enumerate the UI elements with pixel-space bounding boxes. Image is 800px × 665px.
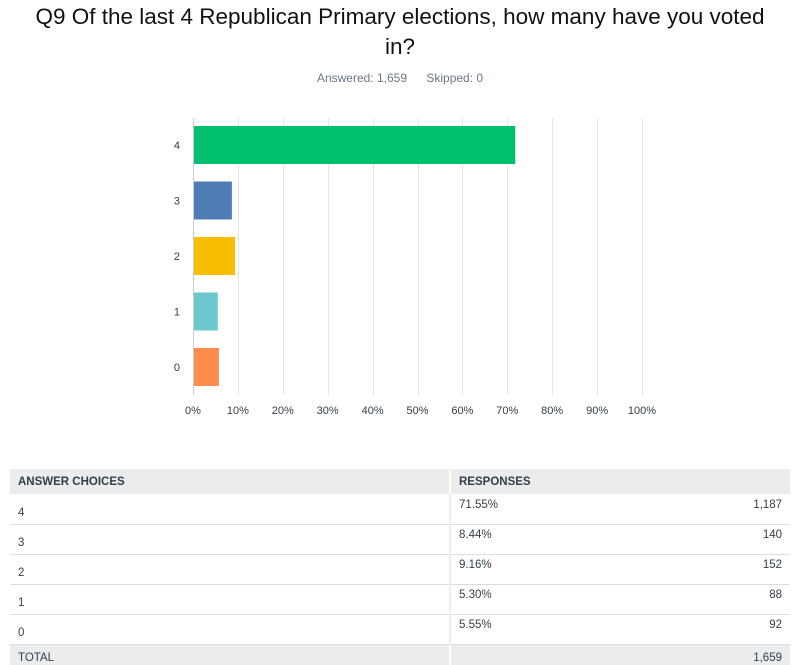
total-label: TOTAL bbox=[10, 644, 450, 665]
summary-table: ANSWER CHOICES RESPONSES 4 71.55% 1,187 … bbox=[10, 469, 790, 665]
category-tick-label: 4 bbox=[174, 140, 180, 152]
answer-choice: 0 bbox=[10, 614, 450, 645]
x-tick-label: 70% bbox=[496, 405, 518, 417]
table-total-row: TOTAL 1,659 bbox=[10, 644, 790, 665]
response-count: 88 bbox=[620, 584, 790, 615]
answered-count: Answered: 1,659 bbox=[316, 71, 407, 85]
x-tick-label: 20% bbox=[272, 405, 294, 417]
table-row: 4 71.55% 1,187 bbox=[10, 494, 790, 525]
table-row: 0 5.55% 92 bbox=[10, 614, 790, 645]
response-percent: 8.44% bbox=[449, 524, 620, 555]
header-answer-choices: ANSWER CHOICES bbox=[10, 469, 451, 494]
answer-choice: 4 bbox=[10, 494, 450, 525]
bar-3 bbox=[194, 181, 232, 220]
x-tick-label: 80% bbox=[541, 405, 563, 417]
response-percent: 71.55% bbox=[449, 494, 620, 525]
bar-4 bbox=[194, 126, 516, 164]
category-tick-label: 1 bbox=[174, 307, 180, 319]
response-percent: 5.30% bbox=[449, 584, 620, 615]
response-percent: 5.55% bbox=[449, 614, 620, 645]
category-tick-label: 0 bbox=[174, 362, 180, 374]
total-count: 1,659 bbox=[620, 644, 790, 665]
x-tick-label: 0% bbox=[185, 405, 201, 417]
table-row: 3 8.44% 140 bbox=[10, 524, 790, 555]
question-title: Q9 Of the last 4 Republican Primary elec… bbox=[35, 4, 765, 59]
table-row: 2 9.16% 152 bbox=[10, 554, 790, 585]
x-tick-label: 10% bbox=[227, 405, 249, 417]
response-percent: 9.16% bbox=[449, 554, 620, 585]
category-tick-label: 2 bbox=[174, 251, 180, 263]
answer-choice: 1 bbox=[10, 584, 450, 615]
x-tick-label: 90% bbox=[586, 405, 608, 417]
response-count: 1,187 bbox=[620, 494, 790, 525]
x-tick-label: 50% bbox=[406, 405, 428, 417]
bar-0 bbox=[194, 348, 219, 386]
answer-choice: 2 bbox=[10, 554, 450, 585]
total-percent-empty bbox=[449, 644, 620, 665]
bar-2 bbox=[194, 237, 236, 275]
bar-1 bbox=[194, 292, 218, 331]
response-count: 140 bbox=[620, 524, 790, 555]
table-header-row: ANSWER CHOICES RESPONSES bbox=[10, 469, 790, 494]
response-count: 152 bbox=[620, 554, 790, 585]
skipped-count: Skipped: 0 bbox=[426, 71, 484, 85]
response-count: 92 bbox=[620, 614, 790, 645]
table-row: 1 5.30% 88 bbox=[10, 584, 790, 615]
x-tick-label: 40% bbox=[362, 405, 384, 417]
x-tick-label: 30% bbox=[317, 405, 339, 417]
x-tick-label: 100% bbox=[628, 405, 656, 417]
header-responses: RESPONSES bbox=[450, 469, 790, 494]
category-tick-label: 3 bbox=[174, 196, 180, 208]
answer-choice: 3 bbox=[10, 524, 450, 555]
x-tick-label: 60% bbox=[451, 405, 473, 417]
response-stats: Answered: 1,659 Skipped: 0 bbox=[0, 71, 800, 85]
